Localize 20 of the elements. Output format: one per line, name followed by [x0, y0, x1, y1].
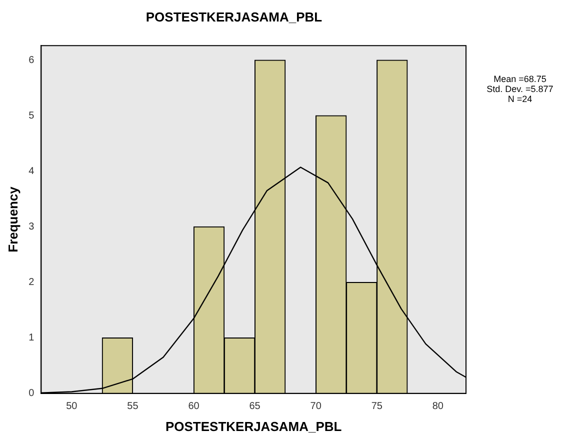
- x-tick-label: 55: [127, 401, 139, 412]
- x-tick-label: 80: [432, 401, 444, 412]
- y-tick-label: 5: [28, 110, 35, 122]
- y-tick-label: 0: [28, 388, 35, 400]
- x-tick-label: 65: [249, 401, 261, 412]
- y-tick-label: 2: [28, 277, 35, 288]
- text: Std. Dev. =5.877: [486, 84, 554, 94]
- x-tick-label: 60: [188, 401, 200, 412]
- x-axis-title: POSTESTKERJASAMA_PBL: [165, 418, 342, 434]
- x-tick-label: 70: [310, 401, 322, 412]
- y-tick-label: 3: [28, 221, 35, 232]
- text: N =24: [506, 94, 534, 104]
- chart-title: POSTESTKERJASAMA_PBL: [146, 9, 322, 24]
- y-tick-label: 6: [28, 54, 35, 66]
- x-tick-label: 50: [66, 401, 78, 412]
- x-tick-label: 75: [371, 401, 383, 412]
- text: Mean =68.75: [492, 74, 548, 84]
- y-tick-label: 4: [28, 166, 35, 177]
- y-tick-label: 1: [28, 332, 35, 344]
- y-axis-title: Frequency: [5, 186, 20, 252]
